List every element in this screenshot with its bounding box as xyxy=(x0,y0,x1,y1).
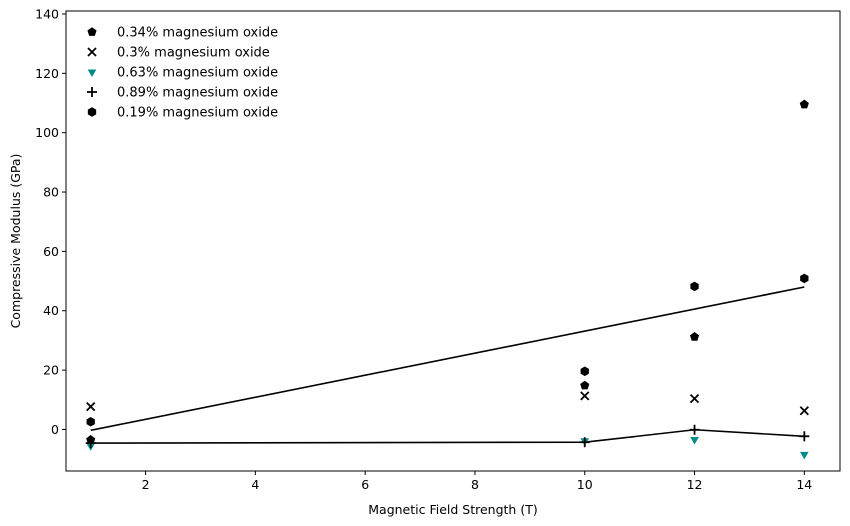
legend-label: 0.89% magnesium oxide xyxy=(117,86,278,101)
data-point xyxy=(690,437,699,445)
legend-marker xyxy=(87,87,97,97)
x-axis-title: Magnetic Field Strength (T) xyxy=(368,502,537,517)
data-point xyxy=(799,431,810,442)
data-point xyxy=(689,424,700,435)
x-tick-label: 10 xyxy=(577,477,593,492)
x-tick-label: 12 xyxy=(687,477,703,492)
legend-marker xyxy=(87,107,97,117)
data-point xyxy=(580,380,590,390)
fit-lines xyxy=(90,286,805,444)
data-point xyxy=(86,416,95,427)
data-point xyxy=(689,393,700,404)
y-tick-label: 140 xyxy=(35,6,59,21)
series-line xyxy=(90,286,805,432)
y-tick-label: 0 xyxy=(51,422,59,437)
plot-area xyxy=(65,10,841,472)
data-point xyxy=(800,273,809,284)
legend-item: 0.3% magnesium oxide xyxy=(87,46,270,61)
data-point xyxy=(799,99,809,109)
legend-item: 0.63% magnesium oxide xyxy=(87,66,278,81)
legend-marker xyxy=(87,47,97,57)
legend-label: 0.34% magnesium oxide xyxy=(117,26,278,41)
data-point xyxy=(85,438,96,449)
legend-label: 0.3% magnesium oxide xyxy=(117,46,270,61)
y-tick-label: 20 xyxy=(43,363,59,378)
data-point xyxy=(799,406,809,416)
data-point xyxy=(689,332,700,341)
legend-marker xyxy=(87,69,97,77)
x-tick-label: 2 xyxy=(142,477,150,492)
data-point xyxy=(799,451,809,460)
x-tick-label: 4 xyxy=(251,477,259,492)
data-point xyxy=(579,437,590,448)
legend-label: 0.19% magnesium oxide xyxy=(117,106,278,121)
legend-label: 0.63% magnesium oxide xyxy=(117,66,278,81)
data-point xyxy=(580,391,590,401)
y-tick-label: 100 xyxy=(35,125,59,140)
legend-item: 0.89% magnesium oxide xyxy=(87,86,278,101)
data-points xyxy=(85,99,810,460)
data-point xyxy=(86,401,96,412)
y-tick-label: 120 xyxy=(35,66,59,81)
y-tick-label: 80 xyxy=(43,185,59,200)
series-line xyxy=(90,428,805,444)
y-axis: 0 20 40 60 80 100 120 140 xyxy=(35,6,66,437)
legend-item: 0.34% magnesium oxide xyxy=(87,26,278,41)
y-tick-label: 40 xyxy=(43,303,59,318)
data-point xyxy=(580,366,589,377)
y-tick-label: 60 xyxy=(43,244,59,259)
x-tick-label: 14 xyxy=(796,477,812,492)
legend-marker xyxy=(87,27,97,36)
legend: 0.34% magnesium oxide 0.3% magnesium oxid… xyxy=(87,26,278,121)
data-point xyxy=(690,281,699,292)
x-axis: 2 4 6 8 10 12 14 xyxy=(142,471,812,492)
y-axis-title: Compressive Modulus (GPa) xyxy=(8,154,23,329)
x-tick-label: 8 xyxy=(471,477,479,492)
x-tick-label: 6 xyxy=(361,477,369,492)
legend-item: 0.19% magnesium oxide xyxy=(87,106,278,121)
